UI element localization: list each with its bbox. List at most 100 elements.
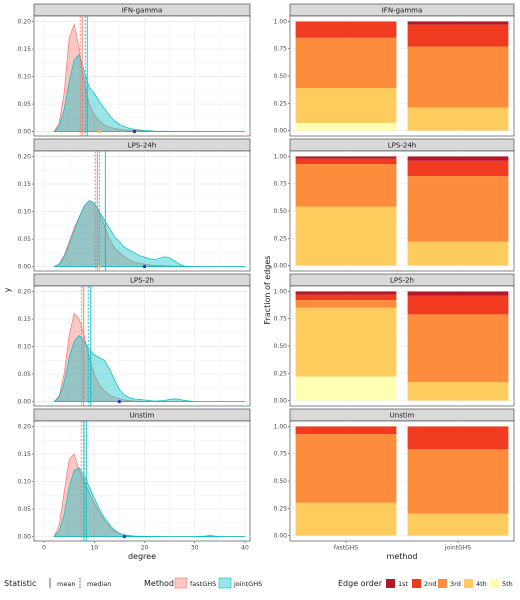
y-tick-label: 0.15 bbox=[18, 46, 32, 53]
x-axis-title: method bbox=[387, 552, 418, 561]
bar-segment-2nd bbox=[407, 295, 509, 315]
bar-segment-1st bbox=[407, 21, 509, 25]
y-tick-label: 0.75 bbox=[274, 46, 288, 53]
y-tick-label: 0.05 bbox=[18, 236, 32, 243]
bar-segment-5th bbox=[295, 376, 397, 401]
x-tick-label: fastGHS bbox=[334, 545, 358, 552]
y-tick-label: 0.25 bbox=[274, 235, 288, 242]
legend-label-2nd: 2nd bbox=[424, 580, 436, 588]
y-tick-label: 0.25 bbox=[274, 505, 288, 512]
x-tick-label: 10 bbox=[90, 545, 98, 552]
y-tick-label: 1.00 bbox=[274, 423, 288, 430]
y-tick-label: 0.00 bbox=[18, 264, 32, 271]
y-tick-label: 0.20 bbox=[18, 289, 32, 296]
density-panel-ifn-gamma: IFN-gamma 0.00 0.05 0.10 0.15 0.20 bbox=[18, 3, 251, 137]
bar-segment-3rd bbox=[295, 434, 397, 503]
data-point bbox=[142, 264, 147, 269]
y-tick-label: 0.00 bbox=[274, 128, 288, 135]
density-panel-unstim: Unstim 0.00 0.05 0.10 0.15 0.20 0 10 20 30 40 bbox=[18, 408, 251, 552]
density-area-jointghs bbox=[53, 53, 245, 132]
legend-key-fastghs bbox=[174, 577, 188, 589]
bar-segment-3rd bbox=[407, 449, 509, 514]
density-area-jointghs bbox=[53, 200, 245, 267]
y-tick-label: 0.25 bbox=[274, 370, 288, 377]
bar-segment-2nd bbox=[407, 160, 509, 177]
bar-segment-1st bbox=[407, 156, 509, 161]
bar-segment-3rd bbox=[407, 314, 509, 382]
y-tick-label: 0.10 bbox=[18, 209, 32, 216]
data-point bbox=[97, 264, 101, 269]
legend-key-1st bbox=[386, 579, 395, 588]
y-tick-label: 0.20 bbox=[18, 154, 32, 161]
bar-panel-unstim: Unstim 0.00 0.25 0.50 0.75 1.00 fastGHS jointGH… bbox=[274, 408, 515, 552]
bar-segment-1st bbox=[295, 291, 397, 295]
y-tick-label: 0.10 bbox=[18, 479, 32, 486]
facet-strip-label: LPS-2h bbox=[390, 277, 414, 285]
x-tick-label: 40 bbox=[241, 545, 249, 552]
bar-segment-4th bbox=[407, 513, 509, 536]
x-tick-label: 20 bbox=[141, 545, 149, 552]
legend-label-fastghs: fastGHS bbox=[190, 580, 216, 588]
bar-segment-2nd bbox=[295, 158, 397, 165]
y-tick-label: 0.20 bbox=[18, 19, 32, 26]
bar-segment-4th bbox=[407, 241, 509, 266]
data-point bbox=[132, 129, 137, 134]
legend-label-mean: mean bbox=[57, 580, 75, 588]
bar-panel-lps-2h: LPS-2h 0.00 0.25 0.50 0.75 1.00 bbox=[274, 273, 515, 407]
legends: Statistic mean median Method fastGHS jointGHS… bbox=[4, 577, 513, 589]
data-point bbox=[117, 399, 121, 404]
bar-segment-2nd bbox=[295, 21, 397, 38]
legend-statistic-title: Statistic bbox=[4, 579, 36, 588]
density-area-jointghs bbox=[53, 467, 245, 537]
y-tick-label: 0.75 bbox=[274, 316, 288, 323]
bar-segment-3rd bbox=[295, 164, 397, 207]
y-tick-label: 0.00 bbox=[18, 129, 32, 136]
bar-segment-4th bbox=[407, 382, 509, 401]
y-axis-title: Fraction of edges bbox=[263, 256, 272, 325]
y-tick-label: 0.05 bbox=[18, 506, 32, 513]
y-tick-label: 0.00 bbox=[18, 399, 32, 406]
data-point bbox=[97, 129, 101, 134]
y-tick-label: 0.50 bbox=[274, 478, 288, 485]
bar-segment-3rd bbox=[407, 46, 509, 108]
facet-strip-label: LPS-24h bbox=[388, 142, 416, 150]
y-tick-label: 0.00 bbox=[274, 263, 288, 270]
x-tick-label: jointGHS bbox=[444, 545, 471, 552]
bar-segment-2nd bbox=[295, 426, 397, 435]
y-tick-label: 0.10 bbox=[18, 74, 32, 81]
y-tick-label: 1.00 bbox=[274, 153, 288, 160]
facet-strip-label: LPS-24h bbox=[128, 142, 156, 150]
bar-segment-2nd bbox=[407, 426, 509, 450]
density-area-jointghs bbox=[53, 335, 245, 402]
x-tick-label: 0 bbox=[42, 545, 46, 552]
bar-segment-4th bbox=[295, 206, 397, 266]
x-axis-title: degree bbox=[128, 552, 156, 561]
facet-strip-label: IFN-gamma bbox=[382, 7, 423, 15]
density-area-fastghs bbox=[53, 200, 245, 267]
x-tick-label: 30 bbox=[191, 545, 199, 552]
bar-segment-4th bbox=[295, 88, 397, 123]
bar-panel-ifn-gamma: IFN-gamma 0.00 0.25 0.50 0.75 1.00 bbox=[274, 3, 515, 137]
legend-label-1st: 1st bbox=[398, 580, 409, 588]
legend-edge-order-title: Edge order bbox=[338, 579, 383, 588]
legend-key-2nd bbox=[412, 579, 421, 588]
bar-segment-1st bbox=[295, 156, 397, 159]
density-chart: IFN-gamma 0.00 0.05 0.10 0.15 0.20 LPS-24h 0.00… bbox=[3, 3, 251, 561]
y-tick-label: 0.00 bbox=[18, 534, 32, 541]
y-tick-label: 1.00 bbox=[274, 18, 288, 25]
bar-segment-2nd bbox=[295, 294, 397, 301]
legend-method-title: Method bbox=[144, 579, 174, 588]
legend-label-median: median bbox=[87, 580, 111, 588]
y-tick-label: 0.75 bbox=[274, 181, 288, 188]
y-axis-title: y bbox=[3, 287, 12, 292]
bar-segment-2nd bbox=[407, 24, 509, 47]
legend-key-5th bbox=[490, 579, 499, 588]
y-tick-label: 0.25 bbox=[274, 100, 288, 107]
facet-strip-label: IFN-gamma bbox=[122, 7, 163, 15]
panel-background bbox=[33, 285, 251, 407]
bar-segment-4th bbox=[407, 107, 509, 131]
y-tick-label: 0.50 bbox=[274, 343, 288, 350]
bar-segment-4th bbox=[295, 502, 397, 536]
legend-label-4th: 4th bbox=[476, 580, 487, 588]
bar-segment-3rd bbox=[407, 176, 509, 242]
